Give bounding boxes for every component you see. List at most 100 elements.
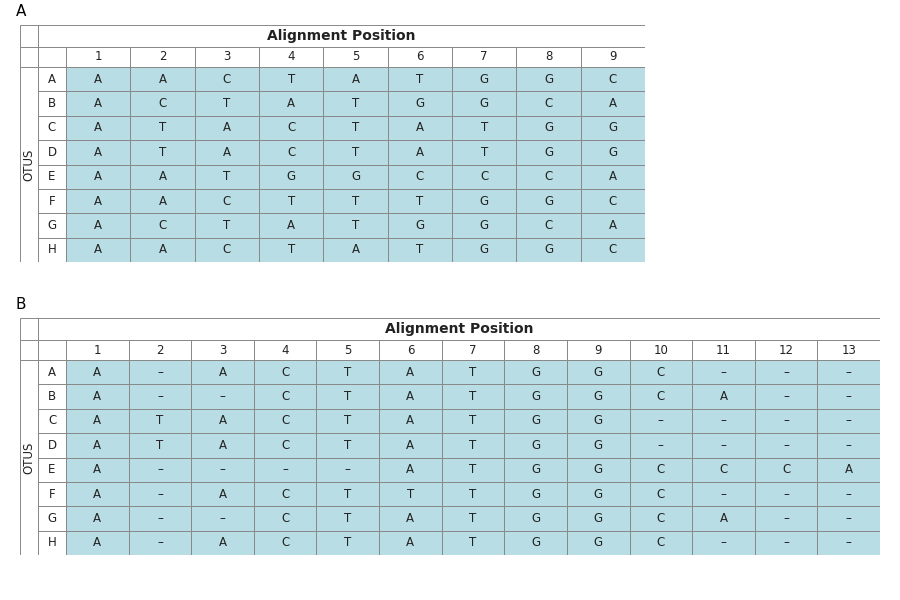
Text: C: C bbox=[222, 194, 231, 208]
Text: T: T bbox=[470, 488, 477, 500]
Bar bbox=[254, 409, 317, 433]
Bar bbox=[580, 91, 645, 116]
Text: –: – bbox=[846, 365, 851, 379]
Bar bbox=[388, 67, 452, 91]
Bar bbox=[817, 409, 880, 433]
Bar bbox=[755, 360, 817, 385]
Text: T: T bbox=[352, 121, 359, 134]
Text: C: C bbox=[657, 536, 665, 550]
Text: G: G bbox=[531, 463, 540, 476]
Text: A: A bbox=[94, 415, 102, 427]
Text: OTUS: OTUS bbox=[22, 442, 35, 473]
Bar bbox=[254, 385, 317, 409]
Text: –: – bbox=[846, 536, 851, 550]
Text: A: A bbox=[94, 146, 103, 159]
Bar bbox=[442, 530, 504, 555]
Bar bbox=[388, 213, 452, 238]
Bar bbox=[191, 360, 254, 385]
Text: A: A bbox=[219, 536, 227, 550]
Text: A: A bbox=[608, 219, 617, 232]
Text: –: – bbox=[345, 463, 351, 476]
Bar bbox=[191, 530, 254, 555]
Text: A: A bbox=[352, 73, 359, 86]
Bar bbox=[66, 360, 129, 385]
Text: G: G bbox=[544, 146, 554, 159]
Bar bbox=[755, 433, 817, 457]
Text: G: G bbox=[594, 512, 603, 525]
Bar bbox=[194, 116, 259, 140]
Text: A: A bbox=[94, 121, 103, 134]
Text: T: T bbox=[416, 244, 424, 256]
Bar bbox=[442, 340, 504, 360]
Text: C: C bbox=[657, 488, 665, 500]
Text: G: G bbox=[544, 194, 554, 208]
Bar bbox=[517, 116, 580, 140]
Bar bbox=[755, 385, 817, 409]
Text: OTUS: OTUS bbox=[22, 148, 35, 181]
Bar bbox=[66, 140, 130, 164]
Text: –: – bbox=[721, 365, 726, 379]
Text: A: A bbox=[94, 390, 102, 403]
Bar bbox=[504, 530, 567, 555]
Bar bbox=[194, 47, 259, 67]
Bar bbox=[580, 47, 645, 67]
Bar bbox=[130, 189, 194, 213]
Text: –: – bbox=[721, 536, 726, 550]
Bar bbox=[323, 213, 388, 238]
Bar bbox=[317, 482, 379, 506]
Text: 8: 8 bbox=[544, 50, 553, 64]
Bar bbox=[580, 140, 645, 164]
Text: C: C bbox=[719, 463, 727, 476]
Text: –: – bbox=[157, 488, 163, 500]
Text: 9: 9 bbox=[595, 343, 602, 356]
Text: –: – bbox=[783, 415, 789, 427]
Bar bbox=[755, 530, 817, 555]
Bar bbox=[504, 433, 567, 457]
Text: G: G bbox=[415, 97, 425, 110]
Text: F: F bbox=[49, 194, 55, 208]
Text: C: C bbox=[480, 170, 489, 183]
Text: T: T bbox=[287, 194, 295, 208]
Bar bbox=[38, 91, 66, 116]
Text: A: A bbox=[352, 244, 359, 256]
Text: A: A bbox=[223, 121, 230, 134]
Text: –: – bbox=[721, 439, 726, 452]
Text: G: G bbox=[351, 170, 360, 183]
Text: 8: 8 bbox=[532, 343, 539, 356]
Text: Alignment Position: Alignment Position bbox=[267, 29, 416, 43]
Bar bbox=[191, 385, 254, 409]
Text: T: T bbox=[481, 146, 488, 159]
Bar bbox=[254, 530, 317, 555]
Text: C: C bbox=[782, 463, 790, 476]
Bar bbox=[629, 360, 692, 385]
Bar bbox=[191, 340, 254, 360]
Text: G: G bbox=[480, 219, 489, 232]
Text: A: A bbox=[845, 463, 852, 476]
Text: C: C bbox=[281, 365, 289, 379]
Bar bbox=[517, 238, 580, 262]
Bar bbox=[388, 140, 452, 164]
Bar bbox=[194, 238, 259, 262]
Text: T: T bbox=[470, 390, 477, 403]
Text: A: A bbox=[94, 512, 102, 525]
Bar bbox=[629, 482, 692, 506]
Bar bbox=[259, 47, 323, 67]
Bar bbox=[442, 360, 504, 385]
Text: B: B bbox=[48, 97, 56, 110]
Text: T: T bbox=[344, 488, 351, 500]
Text: T: T bbox=[287, 73, 295, 86]
Text: B: B bbox=[15, 297, 26, 312]
Bar bbox=[130, 238, 194, 262]
Bar bbox=[567, 340, 629, 360]
Bar bbox=[504, 409, 567, 433]
Text: A: A bbox=[287, 97, 295, 110]
Text: A: A bbox=[94, 170, 103, 183]
Text: T: T bbox=[352, 146, 359, 159]
Text: G: G bbox=[531, 390, 540, 403]
Text: C: C bbox=[281, 512, 289, 525]
Text: G: G bbox=[286, 170, 296, 183]
Bar bbox=[692, 360, 755, 385]
Bar bbox=[129, 433, 191, 457]
Bar bbox=[66, 91, 130, 116]
Bar bbox=[259, 164, 323, 189]
